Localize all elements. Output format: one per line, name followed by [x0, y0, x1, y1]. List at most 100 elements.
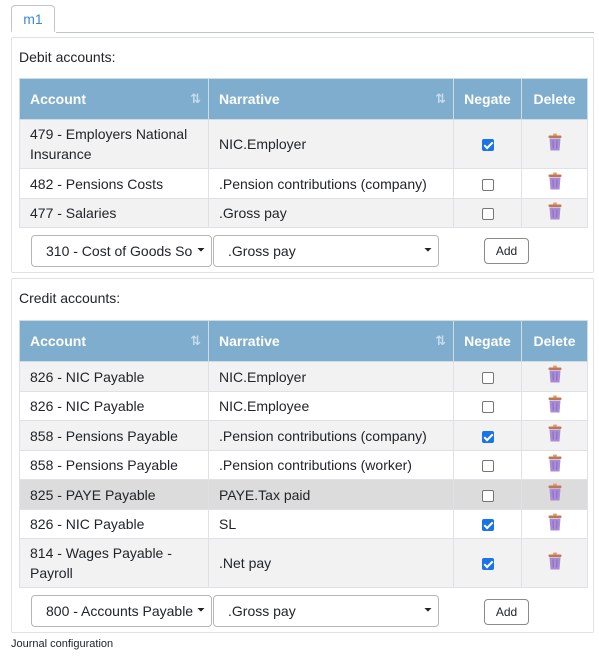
- negate-cell: [453, 119, 522, 169]
- chevron-down-icon: ⏷: [421, 596, 432, 626]
- table-row: 479 - Employers National Insurance NIC.Em…: [19, 119, 588, 169]
- credit-col-delete: Delete: [521, 320, 588, 362]
- table-row: 858 - Pensions Payable .Pension contribut…: [19, 420, 588, 451]
- negate-checkbox[interactable]: [481, 519, 494, 532]
- debit-body: 479 - Employers National Insurance NIC.Em…: [19, 119, 588, 228]
- trash-icon[interactable]: [548, 454, 562, 477]
- table-row: 825 - PAYE Payable PAYE.Tax paid: [19, 479, 588, 510]
- column-label: Account: [30, 91, 86, 107]
- select-value: .Gross pay: [228, 603, 296, 619]
- trash-icon[interactable]: [548, 365, 562, 388]
- delete-cell: [521, 450, 588, 480]
- delete-cell: [521, 391, 588, 421]
- credit-account-select[interactable]: 800 - Accounts Payable ⏷: [31, 595, 212, 627]
- negate-cell: [453, 420, 522, 451]
- debit-col-negate: Negate: [453, 78, 522, 120]
- credit-header-row: Account ⇅ Narrative ⇅ Negate Delete: [19, 320, 588, 362]
- sort-icon[interactable]: ⇅: [190, 333, 201, 348]
- account-cell: 814 - Wages Payable - Payroll: [19, 538, 209, 588]
- trash-icon[interactable]: [548, 513, 562, 536]
- account-cell: 858 - Pensions Payable: [19, 420, 209, 451]
- account-cell: 482 - Pensions Costs: [19, 168, 209, 199]
- chevron-down-icon: ⏷: [194, 236, 205, 266]
- credit-body: 826 - NIC Payable NIC.Employer 826 - NIC P…: [19, 361, 588, 588]
- sort-icon[interactable]: ⇅: [435, 333, 446, 348]
- delete-cell: [521, 538, 588, 588]
- trash-icon[interactable]: [548, 172, 562, 195]
- trash-icon[interactable]: [548, 552, 562, 575]
- debit-table: Account ⇅ Narrative ⇅ Negate Delete 479 - …: [19, 78, 588, 228]
- trash-icon[interactable]: [548, 202, 562, 225]
- negate-cell: [453, 509, 522, 539]
- debit-title: Debit accounts:: [19, 49, 116, 65]
- account-cell: 826 - NIC Payable: [19, 509, 209, 539]
- delete-cell: [521, 479, 588, 510]
- debit-add-button[interactable]: Add: [484, 238, 529, 264]
- credit-col-narrative[interactable]: Narrative ⇅: [208, 320, 454, 362]
- narrative-cell: .Gross pay: [208, 198, 454, 228]
- account-cell: 826 - NIC Payable: [19, 361, 209, 392]
- account-cell: 825 - PAYE Payable: [19, 479, 209, 510]
- negate-cell: [453, 538, 522, 588]
- select-value: 800 - Accounts Payable: [46, 603, 194, 619]
- debit-col-delete: Delete: [521, 78, 588, 120]
- sort-icon[interactable]: ⇅: [190, 91, 201, 106]
- negate-checkbox[interactable]: [481, 489, 494, 502]
- table-row: 826 - NIC Payable NIC.Employer: [19, 361, 588, 392]
- narrative-cell: NIC.Employer: [208, 361, 454, 392]
- table-row: 826 - NIC Payable NIC.Employee: [19, 391, 588, 421]
- negate-cell: [453, 198, 522, 228]
- column-label: Account: [30, 333, 86, 349]
- delete-cell: [521, 168, 588, 199]
- negate-cell: [453, 391, 522, 421]
- tab-divider: [56, 32, 594, 33]
- negate-cell: [453, 450, 522, 480]
- chevron-down-icon: ⏷: [194, 596, 205, 626]
- negate-checkbox[interactable]: [481, 178, 494, 191]
- narrative-cell: SL: [208, 509, 454, 539]
- account-cell: 479 - Employers National Insurance: [19, 119, 209, 169]
- delete-cell: [521, 361, 588, 392]
- debit-col-account[interactable]: Account ⇅: [19, 78, 209, 120]
- debit-header-row: Account ⇅ Narrative ⇅ Negate Delete: [19, 78, 588, 120]
- debit-panel: Debit accounts: Account ⇅ Narrative ⇅ Nega…: [11, 37, 594, 273]
- trash-icon[interactable]: [548, 133, 562, 156]
- select-value: .Gross pay: [228, 243, 296, 259]
- debit-narrative-select[interactable]: .Gross pay ⏷: [213, 235, 439, 267]
- credit-col-account[interactable]: Account ⇅: [19, 320, 209, 362]
- negate-checkbox[interactable]: [481, 558, 494, 571]
- narrative-cell: .Pension contributions (worker): [208, 450, 454, 480]
- tab-m1[interactable]: m1: [11, 5, 55, 32]
- negate-checkbox[interactable]: [481, 401, 494, 414]
- negate-checkbox[interactable]: [481, 208, 494, 221]
- narrative-cell: NIC.Employee: [208, 391, 454, 421]
- delete-cell: [521, 420, 588, 451]
- negate-cell: [453, 168, 522, 199]
- column-label: Narrative: [219, 333, 280, 349]
- negate-checkbox[interactable]: [481, 371, 494, 384]
- table-row: 814 - Wages Payable - Payroll .Net pay: [19, 538, 588, 588]
- credit-col-negate: Negate: [453, 320, 522, 362]
- narrative-cell: PAYE.Tax paid: [208, 479, 454, 510]
- narrative-cell: NIC.Employer: [208, 119, 454, 169]
- negate-checkbox[interactable]: [481, 460, 494, 473]
- sort-icon[interactable]: ⇅: [435, 91, 446, 106]
- trash-icon[interactable]: [548, 424, 562, 447]
- credit-narrative-select[interactable]: .Gross pay ⏷: [213, 595, 439, 627]
- credit-add-button[interactable]: Add: [484, 599, 529, 625]
- negate-cell: [453, 479, 522, 510]
- narrative-cell: .Pension contributions (company): [208, 420, 454, 451]
- negate-checkbox[interactable]: [481, 139, 494, 152]
- account-cell: 858 - Pensions Payable: [19, 450, 209, 480]
- narrative-cell: .Net pay: [208, 538, 454, 588]
- debit-col-narrative[interactable]: Narrative ⇅: [208, 78, 454, 120]
- table-row: 477 - Salaries .Gross pay: [19, 198, 588, 228]
- trash-icon[interactable]: [548, 395, 562, 418]
- trash-icon[interactable]: [548, 483, 562, 506]
- account-cell: 477 - Salaries: [19, 198, 209, 228]
- table-row: 482 - Pensions Costs .Pension contributio…: [19, 168, 588, 199]
- account-cell: 826 - NIC Payable: [19, 391, 209, 421]
- narrative-cell: .Pension contributions (company): [208, 168, 454, 199]
- negate-checkbox[interactable]: [481, 430, 494, 443]
- debit-account-select[interactable]: 310 - Cost of Goods So ⏷: [31, 235, 212, 267]
